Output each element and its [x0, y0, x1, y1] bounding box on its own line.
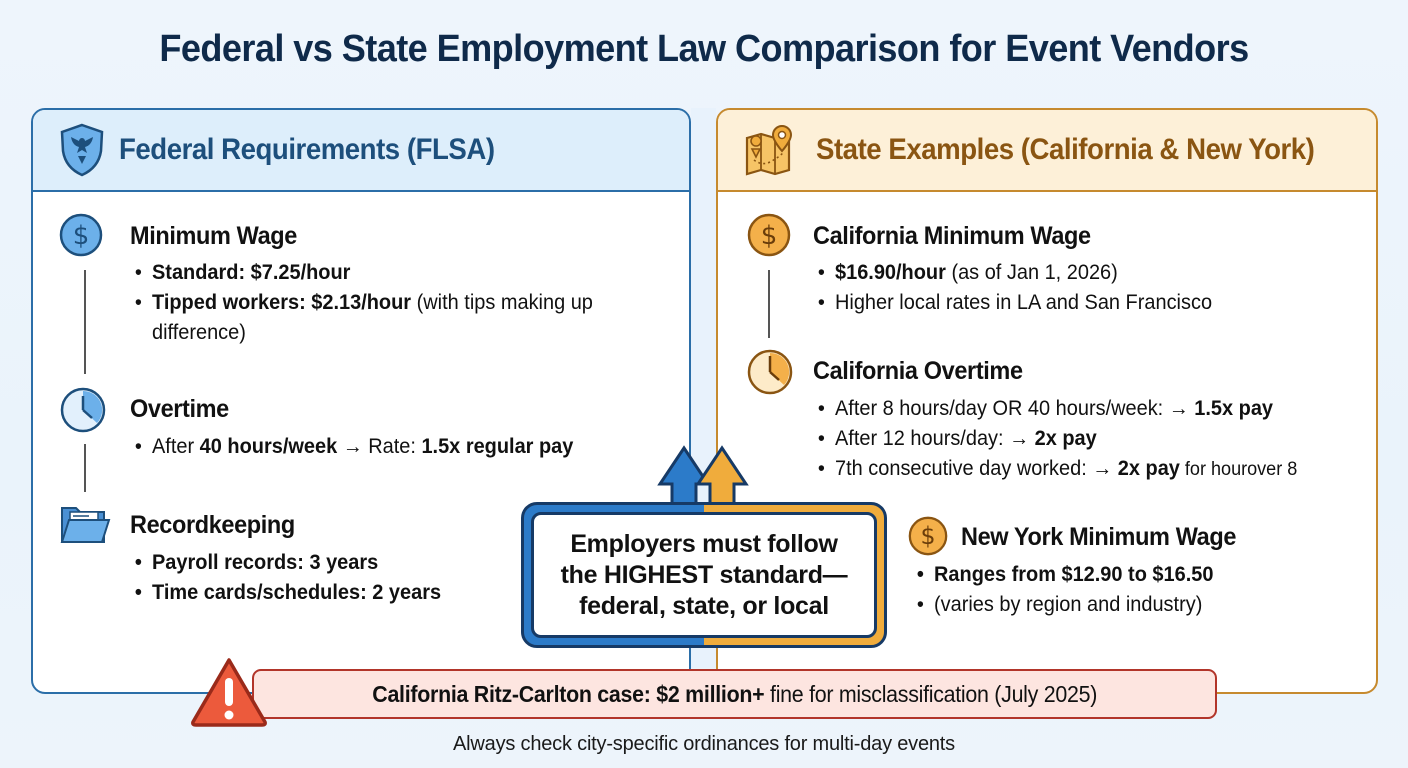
bullet-overtime-rule: After 40 hours/week → Rate: 1.5x regular…: [133, 432, 573, 462]
upward-arrows-icon: [657, 445, 749, 512]
dollar-icon: $: [747, 213, 791, 257]
timeline-connector: [768, 270, 770, 338]
bullet-ny-range: Ranges from $12.90 to $16.50: [915, 560, 1214, 590]
overtime-bullets: After 40 hours/week → Rate: 1.5x regular…: [133, 432, 573, 462]
timeline-connector: [84, 444, 86, 492]
svg-text:$: $: [73, 221, 90, 251]
bullet-time-cards: Time cards/schedules: 2 years: [133, 578, 441, 608]
clock-icon: [747, 349, 793, 395]
federal-panel-header: Federal Requirements (FLSA): [33, 110, 689, 192]
federal-panel-title: Federal Requirements (FLSA): [119, 133, 495, 166]
ca-overtime-bullets: After 8 hours/day OR 40 hours/week: → 1.…: [816, 394, 1297, 485]
section-heading-ca-overtime: California Overtime: [813, 357, 1023, 385]
dollar-icon: $: [908, 516, 948, 556]
folder-icon: [60, 507, 111, 543]
bullet-tipped: Tipped workers: $2.13/hour (with tips ma…: [133, 288, 627, 348]
section-heading-minimum-wage: Minimum Wage: [130, 222, 297, 250]
section-heading-recordkeeping: Recordkeeping: [130, 511, 295, 539]
warning-triangle-icon: [191, 658, 267, 727]
bullet-ca-ot-7th-day: 7th consecutive day worked: → 2x pay for…: [816, 454, 1297, 485]
bullet-ca-ot-daily: After 8 hours/day OR 40 hours/week: → 1.…: [816, 394, 1297, 424]
svg-text:$: $: [920, 522, 935, 550]
section-heading-ca-minimum-wage: California Minimum Wage: [813, 222, 1091, 250]
highest-standard-callout: Employers must follow the HIGHEST standa…: [521, 502, 887, 648]
bullet-ca-rate: $16.90/hour (as of Jan 1, 2026): [816, 258, 1212, 288]
section-heading-overtime: Overtime: [130, 395, 229, 423]
svg-text:$: $: [761, 221, 778, 251]
federal-panel: Federal Requirements (FLSA) $ Minimum Wa…: [31, 108, 691, 694]
timeline-connector: [84, 270, 86, 374]
bullet-ca-ot-12h: After 12 hours/day: → 2x pay: [816, 424, 1297, 454]
recordkeeping-bullets: Payroll records: 3 years Time cards/sche…: [133, 548, 441, 608]
bullet-ny-note: (varies by region and industry): [915, 590, 1213, 620]
clock-icon: [60, 387, 106, 433]
warning-banner: California Ritz-Carlton case: $2 million…: [252, 669, 1217, 719]
ny-minimum-wage-bullets: Ranges from $12.90 to $16.50 (varies by …: [915, 560, 1214, 620]
ca-minimum-wage-bullets: $16.90/hour (as of Jan 1, 2026) Higher l…: [816, 258, 1212, 318]
state-panel-header: State Examples (California & New York): [718, 110, 1376, 192]
page-title: Federal vs State Employment Law Comparis…: [159, 28, 1249, 70]
footnote: Always check city-specific ordinances fo…: [453, 733, 955, 755]
map-pin-icon: [745, 124, 793, 176]
minimum-wage-bullets: Standard: $7.25/hour Tipped workers: $2.…: [133, 258, 627, 348]
shield-eagle-icon: [60, 123, 104, 177]
state-panel-title: State Examples (California & New York): [816, 133, 1315, 166]
state-panel: State Examples (California & New York) $…: [716, 108, 1378, 694]
bullet-standard: Standard: $7.25/hour: [133, 258, 627, 288]
bullet-payroll-records: Payroll records: 3 years: [133, 548, 441, 578]
bullet-ca-local: Higher local rates in LA and San Francis…: [816, 288, 1212, 318]
section-heading-ny-minimum-wage: New York Minimum Wage: [961, 523, 1237, 551]
dollar-icon: $: [59, 213, 103, 257]
